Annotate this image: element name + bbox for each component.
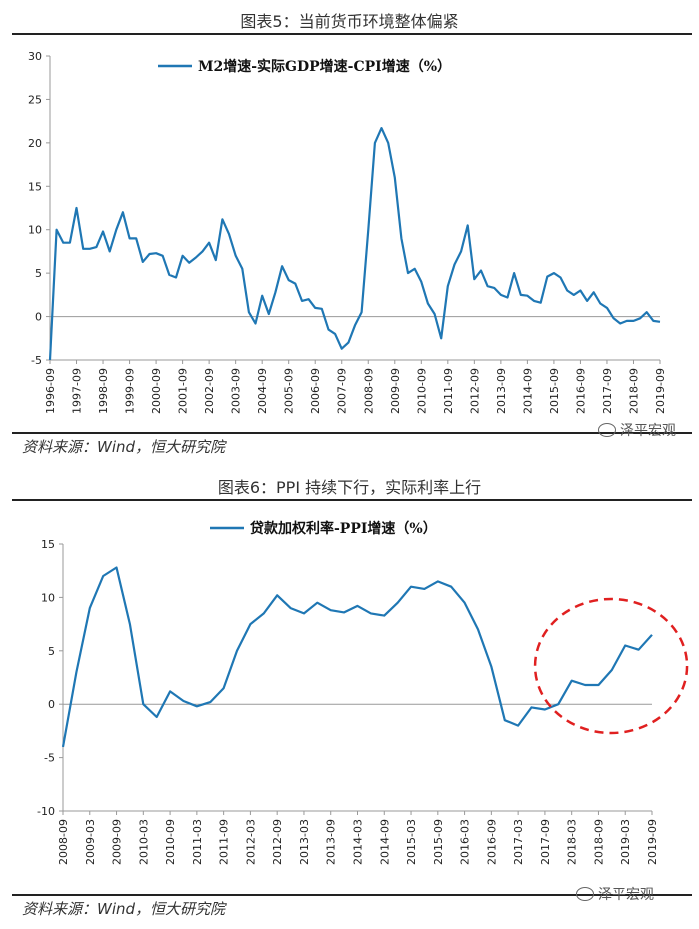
x-tick-label: 2016-09: [485, 819, 498, 865]
x-tick-label: 2014-03: [352, 819, 365, 865]
x-tick-label: 2008-09: [362, 368, 375, 414]
figure5-source: 资料来源：Wind，恒大研究院: [22, 438, 226, 456]
legend-label: M2增速-实际GDP增速-CPI增速（%）: [198, 58, 451, 75]
highlight-ellipse: [533, 597, 689, 735]
figure6-top-rule: [12, 499, 692, 501]
x-tick-label: 2009-03: [84, 819, 97, 865]
y-tick-label: 15: [28, 180, 42, 193]
y-tick-label: -10: [37, 805, 55, 818]
x-tick-label: 2018-03: [566, 819, 579, 865]
y-tick-label: 30: [28, 50, 42, 63]
x-tick-label: 2017-03: [512, 819, 525, 865]
x-tick-label: 2017-09: [539, 819, 552, 865]
figure6-bottom-rule: [12, 894, 692, 896]
x-tick-label: 1996-09: [44, 368, 57, 414]
y-tick-label: -5: [44, 752, 55, 765]
x-tick-label: 2019-03: [619, 819, 632, 865]
x-tick-label: 2010-09: [415, 368, 428, 414]
x-tick-label: 2013-09: [325, 819, 338, 865]
figure5-top-rule: [12, 33, 692, 35]
x-tick-label: 2004-09: [256, 368, 269, 414]
x-tick-label: 2001-09: [177, 368, 190, 414]
x-tick-label: 2015-09: [432, 819, 445, 865]
figure5-watermark-text: 泽平宏观: [620, 423, 676, 439]
x-tick-label: 2006-09: [309, 368, 322, 414]
x-tick-label: 1999-09: [124, 368, 137, 414]
x-tick-label: 2009-09: [389, 368, 402, 414]
y-tick-label: 10: [41, 591, 55, 604]
x-tick-label: 2018-09: [592, 819, 605, 865]
y-tick-label: 5: [48, 645, 55, 658]
x-tick-label: 2009-09: [111, 819, 124, 865]
x-tick-label: 2012-09: [271, 819, 284, 865]
y-tick-label: 10: [28, 224, 42, 237]
x-tick-label: 2008-09: [57, 819, 70, 865]
series-line: [48, 126, 661, 361]
x-tick-label: 2012-09: [468, 368, 481, 414]
figure5-title: 图表5：当前货币环境整体偏紧: [240, 12, 459, 31]
x-tick-label: 2019-09: [646, 819, 659, 865]
x-tick-label: 2019-09: [654, 368, 667, 414]
x-tick-label: 2005-09: [283, 368, 296, 414]
x-tick-label: 2007-09: [336, 368, 349, 414]
x-tick-label: 2011-03: [191, 819, 204, 865]
x-tick-label: 2002-09: [203, 368, 216, 414]
x-tick-label: 2003-09: [230, 368, 243, 414]
figure6-chart: -10 -5 0 5 10 15 2008-09 2009-03 2009-09 2010-03 2…: [37, 520, 689, 865]
wechat-icon: [576, 887, 594, 901]
x-tick-label: 2013-03: [298, 819, 311, 865]
x-tick-label: 2013-09: [495, 368, 508, 414]
x-tick-label: 1997-09: [71, 368, 84, 414]
x-tick-label: 2016-03: [459, 819, 472, 865]
figure6-title: 图表6：PPI 持续下行，实际利率上行: [217, 478, 482, 497]
y-tick-label: 0: [35, 311, 42, 324]
x-tick-label: 2000-09: [150, 368, 163, 414]
y-tick-label: 5: [35, 267, 42, 280]
y-tick-label: 15: [41, 538, 55, 551]
figure5-chart: -5 0 5 10 15 20 25 30 1996-09 1997-09 1998-09 1999-…: [28, 50, 667, 414]
x-tick-label: 2011-09: [218, 819, 231, 865]
legend-label: 贷款加权利率-PPI增速（%）: [250, 520, 437, 537]
x-tick-label: 2010-09: [164, 819, 177, 865]
x-tick-label: 2010-03: [137, 819, 150, 865]
x-tick-label: 2017-09: [601, 368, 614, 414]
x-tick-label: 2016-09: [574, 368, 587, 414]
figure6-watermark-text: 泽平宏观: [598, 887, 654, 903]
figure6-watermark: 泽平宏观: [576, 884, 654, 904]
figure5-watermark: 泽平宏观: [598, 420, 676, 440]
wechat-icon: [598, 423, 616, 437]
x-tick-label: 2012-03: [244, 819, 257, 865]
figure5-bottom-rule: [12, 432, 692, 434]
y-tick-label: 20: [28, 137, 42, 150]
y-tick-label: 0: [48, 698, 55, 711]
figure6-source: 资料来源：Wind，恒大研究院: [22, 900, 226, 918]
x-tick-label: 2014-09: [521, 368, 534, 414]
x-tick-label: 2015-09: [548, 368, 561, 414]
x-tick-label: 2011-09: [442, 368, 455, 414]
series-line: [61, 566, 653, 748]
x-tick-label: 2014-09: [378, 819, 391, 865]
x-tick-label: 1998-09: [97, 368, 110, 414]
x-tick-label: 2015-03: [405, 819, 418, 865]
y-tick-label: -5: [31, 354, 42, 367]
y-tick-label: 25: [28, 93, 42, 106]
x-tick-label: 2018-09: [627, 368, 640, 414]
